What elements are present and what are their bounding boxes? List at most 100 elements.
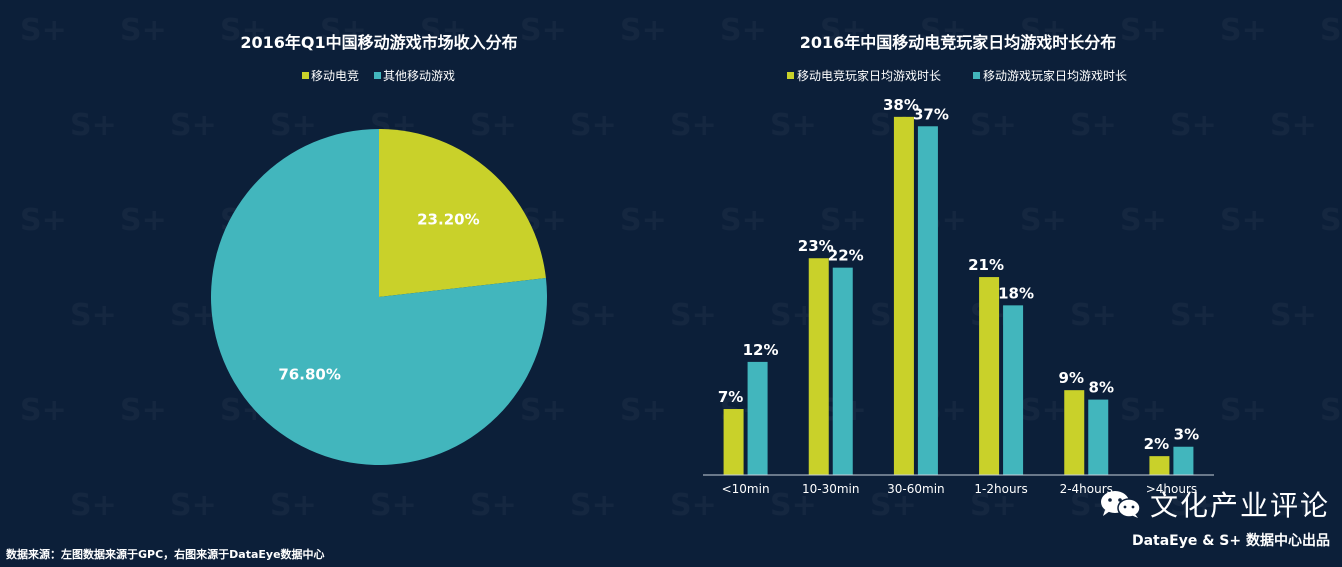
bar-value-label-0-2: 38% [883, 96, 919, 114]
x-tick-label-4: 2-4hours [1060, 482, 1113, 496]
watermark-mark: S+ [670, 108, 717, 143]
watermark-mark: S+ [1320, 393, 1342, 428]
watermark-mark: S+ [20, 203, 67, 238]
watermark-mark: S+ [1170, 488, 1217, 523]
x-tick-label-1: 10-30min [802, 482, 860, 496]
watermark-mark: S+ [1170, 298, 1217, 333]
bar-0-1 [808, 258, 829, 475]
watermark-mark: S+ [1220, 203, 1267, 238]
pie-slices [210, 129, 547, 466]
pie-slice-1 [210, 129, 547, 466]
watermark-mark: S+ [1270, 488, 1317, 523]
pie-legend-label-1: 其他移动游戏 [383, 69, 455, 83]
watermark-mark: S+ [770, 108, 817, 143]
watermark-mark: S+ [220, 13, 267, 48]
pie-legend-label-0: 移动电竞 [311, 69, 359, 83]
watermark-mark: S+ [1120, 13, 1167, 48]
brand-block: 文化产业评论 DataEye & S+ 数据中心出品 [1098, 484, 1330, 550]
watermark-mark: S+ [1270, 298, 1317, 333]
watermark-mark: S+ [670, 298, 717, 333]
watermark-mark: S+ [720, 203, 767, 238]
bar-1-1 [832, 267, 853, 475]
x-tick-label-2: 30-60min [887, 482, 945, 496]
bar-value-label-1-3: 18% [998, 284, 1034, 302]
bar-legend-label-0: 移动电竞玩家日均游戏时长 [797, 68, 941, 83]
watermark-mark: S+ [170, 298, 217, 333]
bar-0-0 [723, 409, 744, 475]
pie-slice-label-0: 23.20% [417, 210, 479, 228]
watermark-mark: S+ [470, 488, 517, 523]
bar-0-4 [1064, 390, 1085, 475]
watermark-mark: S+ [320, 13, 367, 48]
bar-value-label-0-0: 7% [718, 388, 743, 406]
bar-0-2 [893, 116, 914, 475]
pie-legend-swatch-0 [302, 72, 309, 79]
watermark-mark: S+ [870, 488, 917, 523]
bar-0-5 [1149, 456, 1170, 475]
bar-value-label-1-0: 12% [743, 341, 779, 359]
watermark-mark: S+ [920, 13, 967, 48]
brand-row: 文化产业评论 [1098, 484, 1330, 524]
watermark-mark: S+ [70, 298, 117, 333]
bar-legend: 移动电竞玩家日均游戏时长 移动游戏玩家日均游戏时长 [787, 68, 1127, 83]
brand-credit: DataEye & S+ 数据中心出品 [1131, 533, 1330, 549]
bar-legend-swatch-1 [973, 72, 980, 79]
x-tick-label-3: 1-2hours [974, 482, 1027, 496]
watermark-mark: S+ [470, 108, 517, 143]
bar-value-label-0-3: 21% [968, 256, 1004, 274]
bar-0-3 [979, 277, 1000, 475]
watermark-mark: S+ [570, 298, 617, 333]
watermark-mark: S+ [670, 488, 717, 523]
bar-1-3 [1003, 305, 1024, 475]
bar-legend-label-1: 移动游戏玩家日均游戏时长 [983, 68, 1127, 83]
bar-marks: 7% 12% 23%22% 38%37% 21% 18% 9% 8% 2% 3% [718, 96, 1199, 476]
watermark-mark: S+ [1120, 203, 1167, 238]
bar-legend-swatch-0 [787, 72, 794, 79]
watermark-mark: S+ [1120, 393, 1167, 428]
bar-chart-title: 2016年中国移动电竞玩家日均游戏时长分布 [800, 33, 1117, 52]
watermark-mark: S+ [970, 108, 1017, 143]
watermark-mark: S+ [1270, 108, 1317, 143]
watermark-mark: S+ [370, 488, 417, 523]
watermark-mark: S+ [420, 13, 467, 48]
watermark-mark: S+ [620, 13, 667, 48]
pie-slice-0 [379, 129, 546, 297]
bar-value-label-0-4: 9% [1059, 369, 1084, 387]
watermark-mark: S+ [70, 488, 117, 523]
watermark-mark: S+ [120, 13, 167, 48]
watermark-mark: S+ [770, 488, 817, 523]
wechat-icon [1100, 491, 1141, 518]
watermark-mark: S+ [1070, 298, 1117, 333]
watermark-mark: S+ [120, 203, 167, 238]
bar-1-0 [747, 361, 768, 475]
bar-1-2 [917, 126, 938, 476]
bar-value-label-1-4: 8% [1089, 379, 1114, 397]
pie-chart: 2016年Q1中国移动游戏市场收入分布 移动电竞 其他移动游戏 23.20% 76… [210, 33, 547, 466]
watermark-mark: S+ [170, 108, 217, 143]
watermark-mark: S+ [120, 393, 167, 428]
watermark-mark: S+ [20, 393, 67, 428]
watermark-mark: S+ [570, 488, 617, 523]
watermark-mark: S+ [520, 13, 567, 48]
watermark-mark: S+ [620, 203, 667, 238]
watermark-mark: S+ [620, 393, 667, 428]
pie-chart-title: 2016年Q1中国移动游戏市场收入分布 [240, 33, 517, 52]
watermark-mark: S+ [970, 488, 1017, 523]
watermark-mark: S+ [70, 108, 117, 143]
bar-value-label-1-2: 37% [913, 105, 949, 123]
watermark-mark: S+ [820, 13, 867, 48]
watermark-mark: S+ [820, 203, 867, 238]
watermark-mark: S+ [1020, 393, 1067, 428]
bar-1-5 [1173, 446, 1194, 475]
watermark-mark: S+ [1220, 393, 1267, 428]
watermark-mark: S+ [520, 393, 567, 428]
bar-value-label-0-5: 2% [1144, 435, 1169, 453]
watermark-mark: S+ [1020, 203, 1067, 238]
bar-value-label-0-1: 23% [798, 237, 834, 255]
pie-slice-label-1: 76.80% [278, 366, 340, 384]
pie-labels: 23.20% 76.80% [278, 210, 479, 383]
x-tick-label-5: >4hours [1146, 482, 1197, 496]
watermark-mark: S+ [170, 488, 217, 523]
pie-legend: 移动电竞 其他移动游戏 [302, 69, 455, 83]
